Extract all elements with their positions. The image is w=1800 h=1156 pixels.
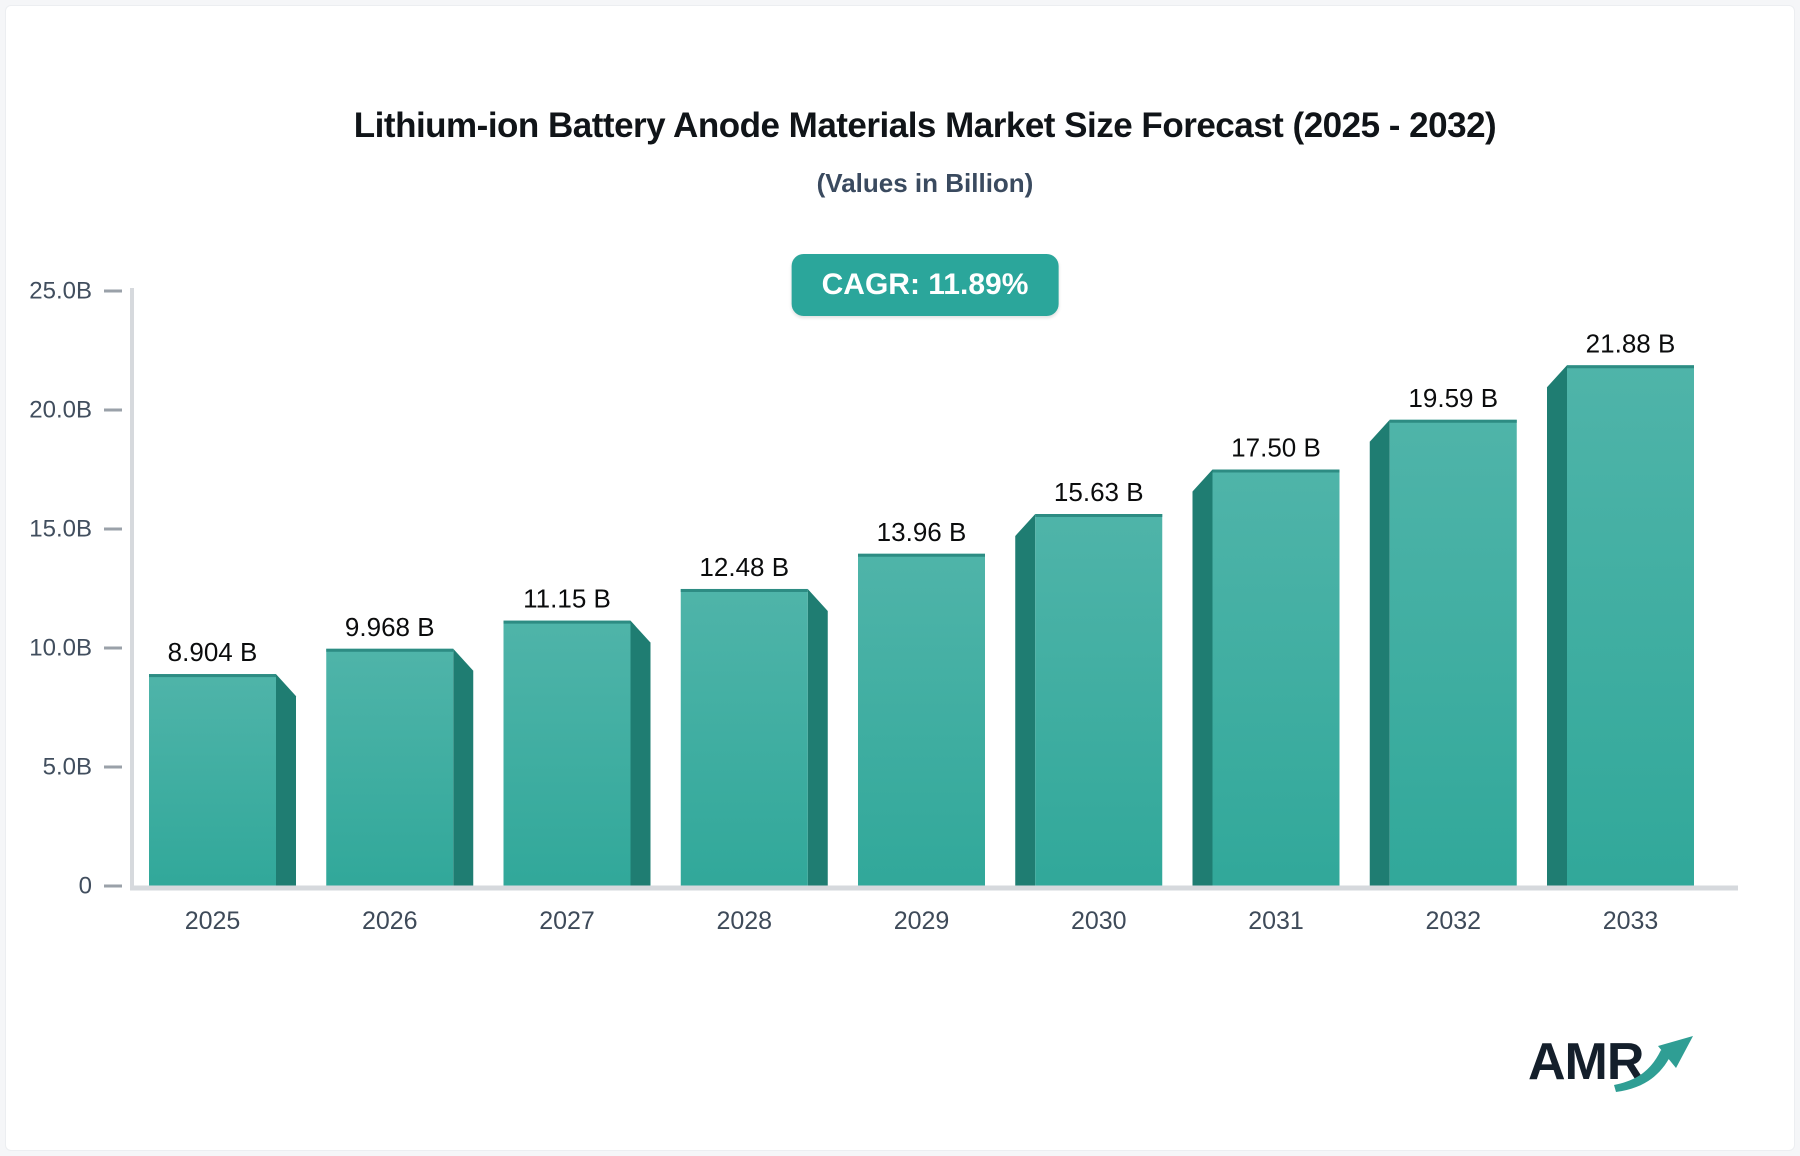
bar-2027 xyxy=(503,620,631,886)
x-tick-label-2032: 2032 xyxy=(1425,907,1481,935)
bar-top-edge xyxy=(149,674,276,678)
bar-top-edge xyxy=(1389,419,1517,423)
bar-top-edge xyxy=(680,588,808,592)
x-tick-label-2027: 2027 xyxy=(539,907,595,935)
growth-arrow-icon xyxy=(1614,1036,1693,1092)
value-label-2030: 15.63 B xyxy=(1054,477,1144,507)
cagr-badge: CAGR: 11.89% xyxy=(791,254,1059,316)
bar-side-2025 xyxy=(276,674,296,886)
x-tick-label-2029: 2029 xyxy=(894,907,950,935)
bar-side-2026 xyxy=(453,648,474,886)
bar-2030 xyxy=(1035,514,1163,886)
value-label-2027: 11.15 B xyxy=(523,584,611,614)
value-label-2033: 21.88 B xyxy=(1586,328,1676,358)
y-tick-label: 5.0B xyxy=(43,754,92,781)
bar-top-edge xyxy=(1212,469,1340,473)
amr-logo: AMR xyxy=(1528,1032,1728,1102)
bar-2031 xyxy=(1212,469,1340,886)
bar-2028 xyxy=(680,588,808,886)
bar-side-2027 xyxy=(630,620,651,886)
bar-2025 xyxy=(149,674,276,886)
bar-2029 xyxy=(858,553,985,886)
x-tick-label-2026: 2026 xyxy=(362,907,418,935)
value-label-2028: 12.48 B xyxy=(699,552,789,582)
x-tick-label-2030: 2030 xyxy=(1071,907,1127,935)
amr-logo-text: AMR xyxy=(1528,1033,1644,1091)
bar-side-2032 xyxy=(1369,419,1390,886)
x-tick-label-2033: 2033 xyxy=(1603,907,1659,935)
value-label-2026: 9.968 B xyxy=(345,612,435,642)
bar-top-edge xyxy=(1567,365,1694,369)
x-tick-label-2031: 2031 xyxy=(1248,907,1304,935)
bar-side-2031 xyxy=(1192,469,1213,886)
value-label-2029: 13.96 B xyxy=(877,517,967,547)
bar-2026 xyxy=(326,648,454,886)
x-tick-label-2025: 2025 xyxy=(185,907,241,935)
y-tick-label: 10.0B xyxy=(29,635,92,662)
y-tick-label: 0 xyxy=(79,873,92,900)
value-label-2032: 19.59 B xyxy=(1408,383,1498,413)
x-tick-label-2028: 2028 xyxy=(716,907,772,935)
bar-top-edge xyxy=(326,648,454,652)
bar-2033 xyxy=(1567,365,1694,887)
chart-subtitle: (Values in Billion) xyxy=(816,168,1034,198)
bar-side-2028 xyxy=(807,588,828,886)
bar-top-edge xyxy=(1035,514,1163,518)
bar-top-edge xyxy=(858,553,985,557)
value-label-2031: 17.50 B xyxy=(1231,433,1321,463)
bar-2032 xyxy=(1389,419,1517,886)
value-label-2025: 8.904 B xyxy=(168,637,258,667)
y-tick-label: 25.0B xyxy=(29,278,92,305)
chart-title: Lithium-ion Battery Anode Materials Mark… xyxy=(353,106,1497,145)
y-tick-label: 20.0B xyxy=(29,397,92,424)
y-tick-label: 15.0B xyxy=(29,516,92,543)
bar-side-2033 xyxy=(1547,365,1567,887)
bar-top-edge xyxy=(503,620,631,624)
bar-side-2030 xyxy=(1015,514,1036,886)
